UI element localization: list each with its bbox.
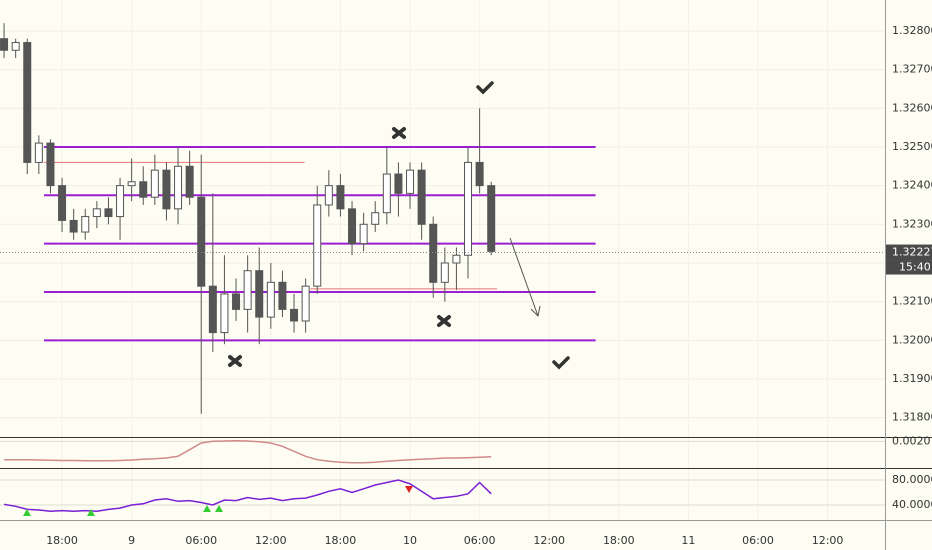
candle-body [162, 169, 171, 210]
candle-body [324, 185, 333, 206]
y-tick-label: 0.0020 [892, 434, 931, 447]
y-tick-label: 1.32000 [892, 333, 932, 346]
candle-body [255, 270, 264, 318]
candle-body [69, 219, 78, 233]
y-tick-label: 1.32800 [892, 24, 932, 37]
candle-body [174, 165, 183, 210]
arrow-line [509, 237, 539, 317]
check-marker [476, 81, 494, 95]
y-tick-label: 1.31800 [892, 411, 932, 424]
annotations [228, 81, 570, 370]
arrow-head [530, 305, 541, 318]
y-tick-label: 40.0000 [892, 498, 932, 511]
candle-body [232, 293, 241, 310]
y-tick-label: 1.32100 [892, 295, 932, 308]
x-tick-label: 12:00 [533, 534, 565, 547]
x-tick-label: 11 [681, 534, 695, 547]
countdown-box [886, 260, 932, 275]
x-tick-label: 12:00 [255, 534, 287, 547]
candle-body [23, 42, 32, 163]
candle-body [150, 169, 159, 198]
indicator-line [3, 479, 492, 513]
indicator-line [4, 440, 492, 464]
candle-body [464, 161, 473, 256]
candle-body [348, 208, 357, 245]
candle-body [278, 281, 287, 310]
x-tick-label: 06:00 [185, 534, 217, 547]
candle-body [139, 181, 148, 198]
sell-signal [405, 486, 413, 493]
y-tick-label: 1.32700 [892, 63, 932, 76]
candle-body [58, 185, 67, 221]
y-tick-label: 1.32400 [892, 179, 932, 192]
last-price-label: 1.32227 [892, 246, 932, 259]
arrow [509, 237, 541, 318]
x-tick-label: 18:00 [46, 534, 78, 547]
candle-body [301, 285, 310, 322]
y-tick-label: 1.32600 [892, 101, 932, 114]
x-tick-label: 18:00 [325, 534, 357, 547]
buy-signal [87, 509, 95, 516]
candle-body [359, 223, 368, 245]
candle-body [382, 173, 391, 214]
y-tick-label: 1.31900 [892, 372, 932, 385]
candle-body [92, 208, 101, 218]
candle-body [34, 142, 43, 163]
candle-body [11, 42, 20, 51]
x-tick-label: 10 [403, 534, 417, 547]
candle-body [46, 142, 55, 187]
countdown-label: 15:40 [899, 261, 931, 274]
check-marker [552, 356, 570, 370]
candle-body [185, 165, 194, 198]
candle-body [116, 185, 125, 218]
y-tick-label: 80.0000 [892, 473, 932, 486]
last-price-box [886, 244, 932, 261]
candle-body [220, 293, 229, 334]
candle-body [336, 185, 345, 210]
x-tick-label: 18:00 [603, 534, 635, 547]
candle-body [406, 169, 415, 194]
candle-body [127, 181, 136, 187]
candle-body [0, 38, 9, 51]
candle-body [394, 173, 403, 194]
x-tick-label: 06:00 [464, 534, 496, 547]
y-tick-label: 1.32500 [892, 140, 932, 153]
buy-signal [23, 509, 31, 516]
buy-signal [215, 505, 223, 512]
candle-body [429, 223, 438, 283]
candle-body [487, 185, 496, 252]
candle-body [290, 308, 299, 322]
candle-body [417, 169, 426, 225]
x-tick-label: 9 [128, 534, 135, 547]
y-tick-label: 1.32300 [892, 217, 932, 230]
candle-body [440, 262, 449, 283]
x-tick-label: 12:00 [812, 534, 844, 547]
candle-body [452, 254, 461, 264]
cross-marker [228, 355, 242, 367]
candle-body [371, 212, 380, 225]
buy-signal [203, 505, 211, 512]
candle-body [475, 161, 484, 187]
cross-marker [392, 127, 406, 139]
candle-body [243, 270, 252, 310]
candle-body [104, 208, 113, 218]
candle-body [208, 285, 217, 334]
candle-body [266, 281, 275, 318]
candle-body [197, 196, 206, 287]
candle-body [81, 216, 90, 233]
cross-marker [437, 315, 451, 327]
signals [23, 486, 413, 516]
candle-body [313, 204, 322, 287]
x-tick-label: 06:00 [742, 534, 774, 547]
